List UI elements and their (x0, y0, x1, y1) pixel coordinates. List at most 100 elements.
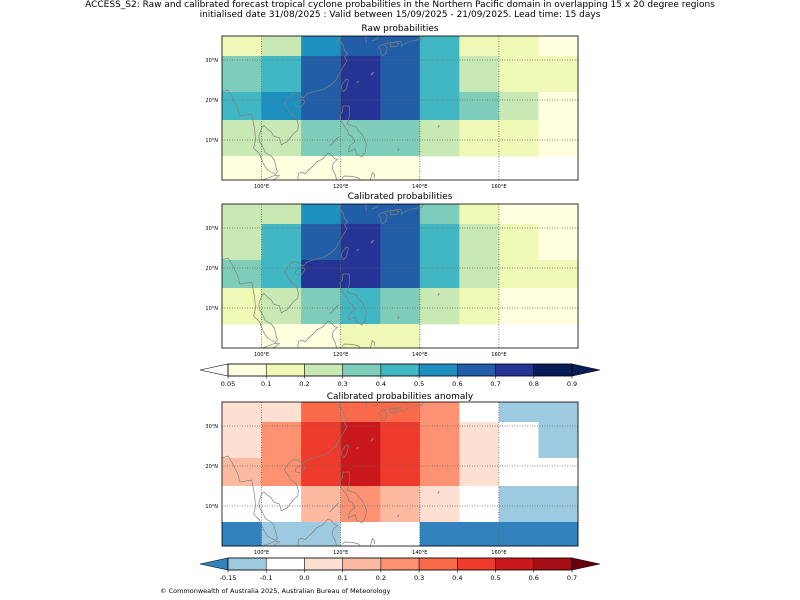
colorbar-segment (495, 557, 535, 571)
colorbar-tick-label: 0.1 (261, 380, 271, 388)
grid-cell (459, 260, 500, 289)
coastline (389, 210, 400, 216)
coastline (365, 204, 368, 211)
longitude-tick-label: 100°E (254, 184, 269, 190)
coastline (329, 304, 339, 315)
grid-cell (498, 120, 539, 157)
raw-probabilities-title: Raw probabilities (361, 24, 439, 34)
grid-cell (222, 224, 262, 261)
grid-cell (340, 204, 381, 225)
coastline-layer (222, 402, 440, 546)
grid-cell (459, 522, 500, 547)
coastline (378, 44, 388, 57)
latitude-tick-label: 30°N (205, 424, 218, 430)
grid-cell (459, 288, 500, 325)
coastline (356, 248, 359, 251)
grid-cell (301, 458, 342, 487)
colorbar-segment (533, 557, 573, 571)
grid-cell (380, 36, 421, 57)
coastline (370, 71, 375, 76)
grid-cell (419, 458, 460, 487)
grid-cell (538, 56, 579, 93)
copyright-notice: © Commonwealth of Australia 2025, Austra… (160, 587, 391, 595)
longitude-tick-label: 100°E (254, 550, 269, 556)
colorbar-tick-label: 0.05 (221, 380, 235, 388)
grid-cell (222, 522, 262, 547)
coastline (397, 316, 400, 319)
grid-cell (419, 288, 460, 325)
grid-cell (498, 92, 539, 121)
coastline (340, 78, 350, 93)
colorbar-segment (418, 363, 458, 377)
grid-cell (419, 120, 460, 157)
coastline (378, 212, 388, 225)
colorbar-tick-label: 0.5 (414, 380, 424, 388)
grid-cell (419, 402, 460, 423)
latitude-tick-label: 30°N (205, 226, 218, 232)
coastline (365, 36, 368, 43)
latitude-tick-label: 20°N (205, 98, 218, 104)
calibrated-probabilities-title: Calibrated probabilities (347, 192, 453, 202)
colorbar-tick-label: -0.15 (220, 574, 237, 582)
coastline (397, 148, 400, 151)
colorbar-tick-label: 0.1 (337, 574, 347, 582)
coastline (356, 80, 359, 83)
grid-cell (222, 458, 262, 487)
figure-subtitle: initialised date 31/08/2025 : Valid betw… (199, 10, 601, 20)
coastline (297, 518, 339, 546)
grid-cell (261, 458, 302, 487)
colorbar-under-extension (199, 557, 229, 571)
coastline (222, 402, 349, 541)
coastline (340, 444, 350, 459)
grid-cell (498, 260, 539, 289)
coastline (341, 343, 361, 348)
grid-cell (301, 422, 342, 459)
anomaly-colorbar: -0.15 -0.1 0.0 0.1 0.2 0.3 0.4 0.5 0.6 0.7 (199, 557, 601, 582)
grid-cell (498, 288, 539, 325)
longitude-tick-label: 140°E (412, 184, 427, 190)
grid-cell (301, 402, 342, 423)
grid-cell (380, 224, 421, 261)
grid-cell (380, 120, 421, 157)
coastline (297, 320, 339, 348)
colorbar-segment (457, 363, 496, 377)
longitude-tick-label: 140°E (412, 352, 427, 358)
colorbar-segment (495, 363, 535, 377)
latitude-tick-label: 10°N (205, 504, 218, 510)
grid-cell (498, 522, 539, 547)
grid-cell (261, 36, 302, 57)
grid-cell (498, 56, 539, 93)
coastline (372, 204, 379, 209)
grid-cell (380, 56, 421, 93)
grid-cell (301, 224, 342, 261)
grid-cell (261, 120, 302, 157)
grid-cell (380, 324, 421, 349)
raw-probabilities-map: 100°E 120°E 140°E 160°E 10°N 20°N 30°N (205, 35, 579, 190)
grid-cell (380, 402, 421, 423)
map-frame (221, 35, 579, 181)
map-frame (221, 203, 579, 349)
grid-cell (538, 120, 579, 157)
coastline (372, 402, 379, 407)
grid-cell (301, 36, 342, 57)
grid-cell (261, 422, 302, 459)
coastline (341, 175, 361, 180)
colorbar-tick-label: 0.6 (452, 380, 462, 388)
grid-cell (538, 522, 579, 547)
colorbar-tick-label: 0.0 (299, 574, 309, 582)
colorbar-segment (265, 557, 305, 571)
coastline (339, 471, 367, 524)
grid-cell (222, 156, 262, 181)
longitude-tick-label: 160°E (491, 352, 506, 358)
coastline (262, 174, 281, 180)
grid-cell (301, 92, 342, 121)
grid-cell (222, 204, 262, 225)
grid-cell (261, 204, 302, 225)
grid-cell (222, 36, 262, 57)
coastline (389, 408, 400, 414)
grid-cell (222, 92, 262, 121)
grid-cell (459, 402, 500, 423)
coastline (295, 99, 306, 108)
colorbar-segment (265, 363, 305, 377)
colorbar-over-extension (571, 363, 601, 377)
